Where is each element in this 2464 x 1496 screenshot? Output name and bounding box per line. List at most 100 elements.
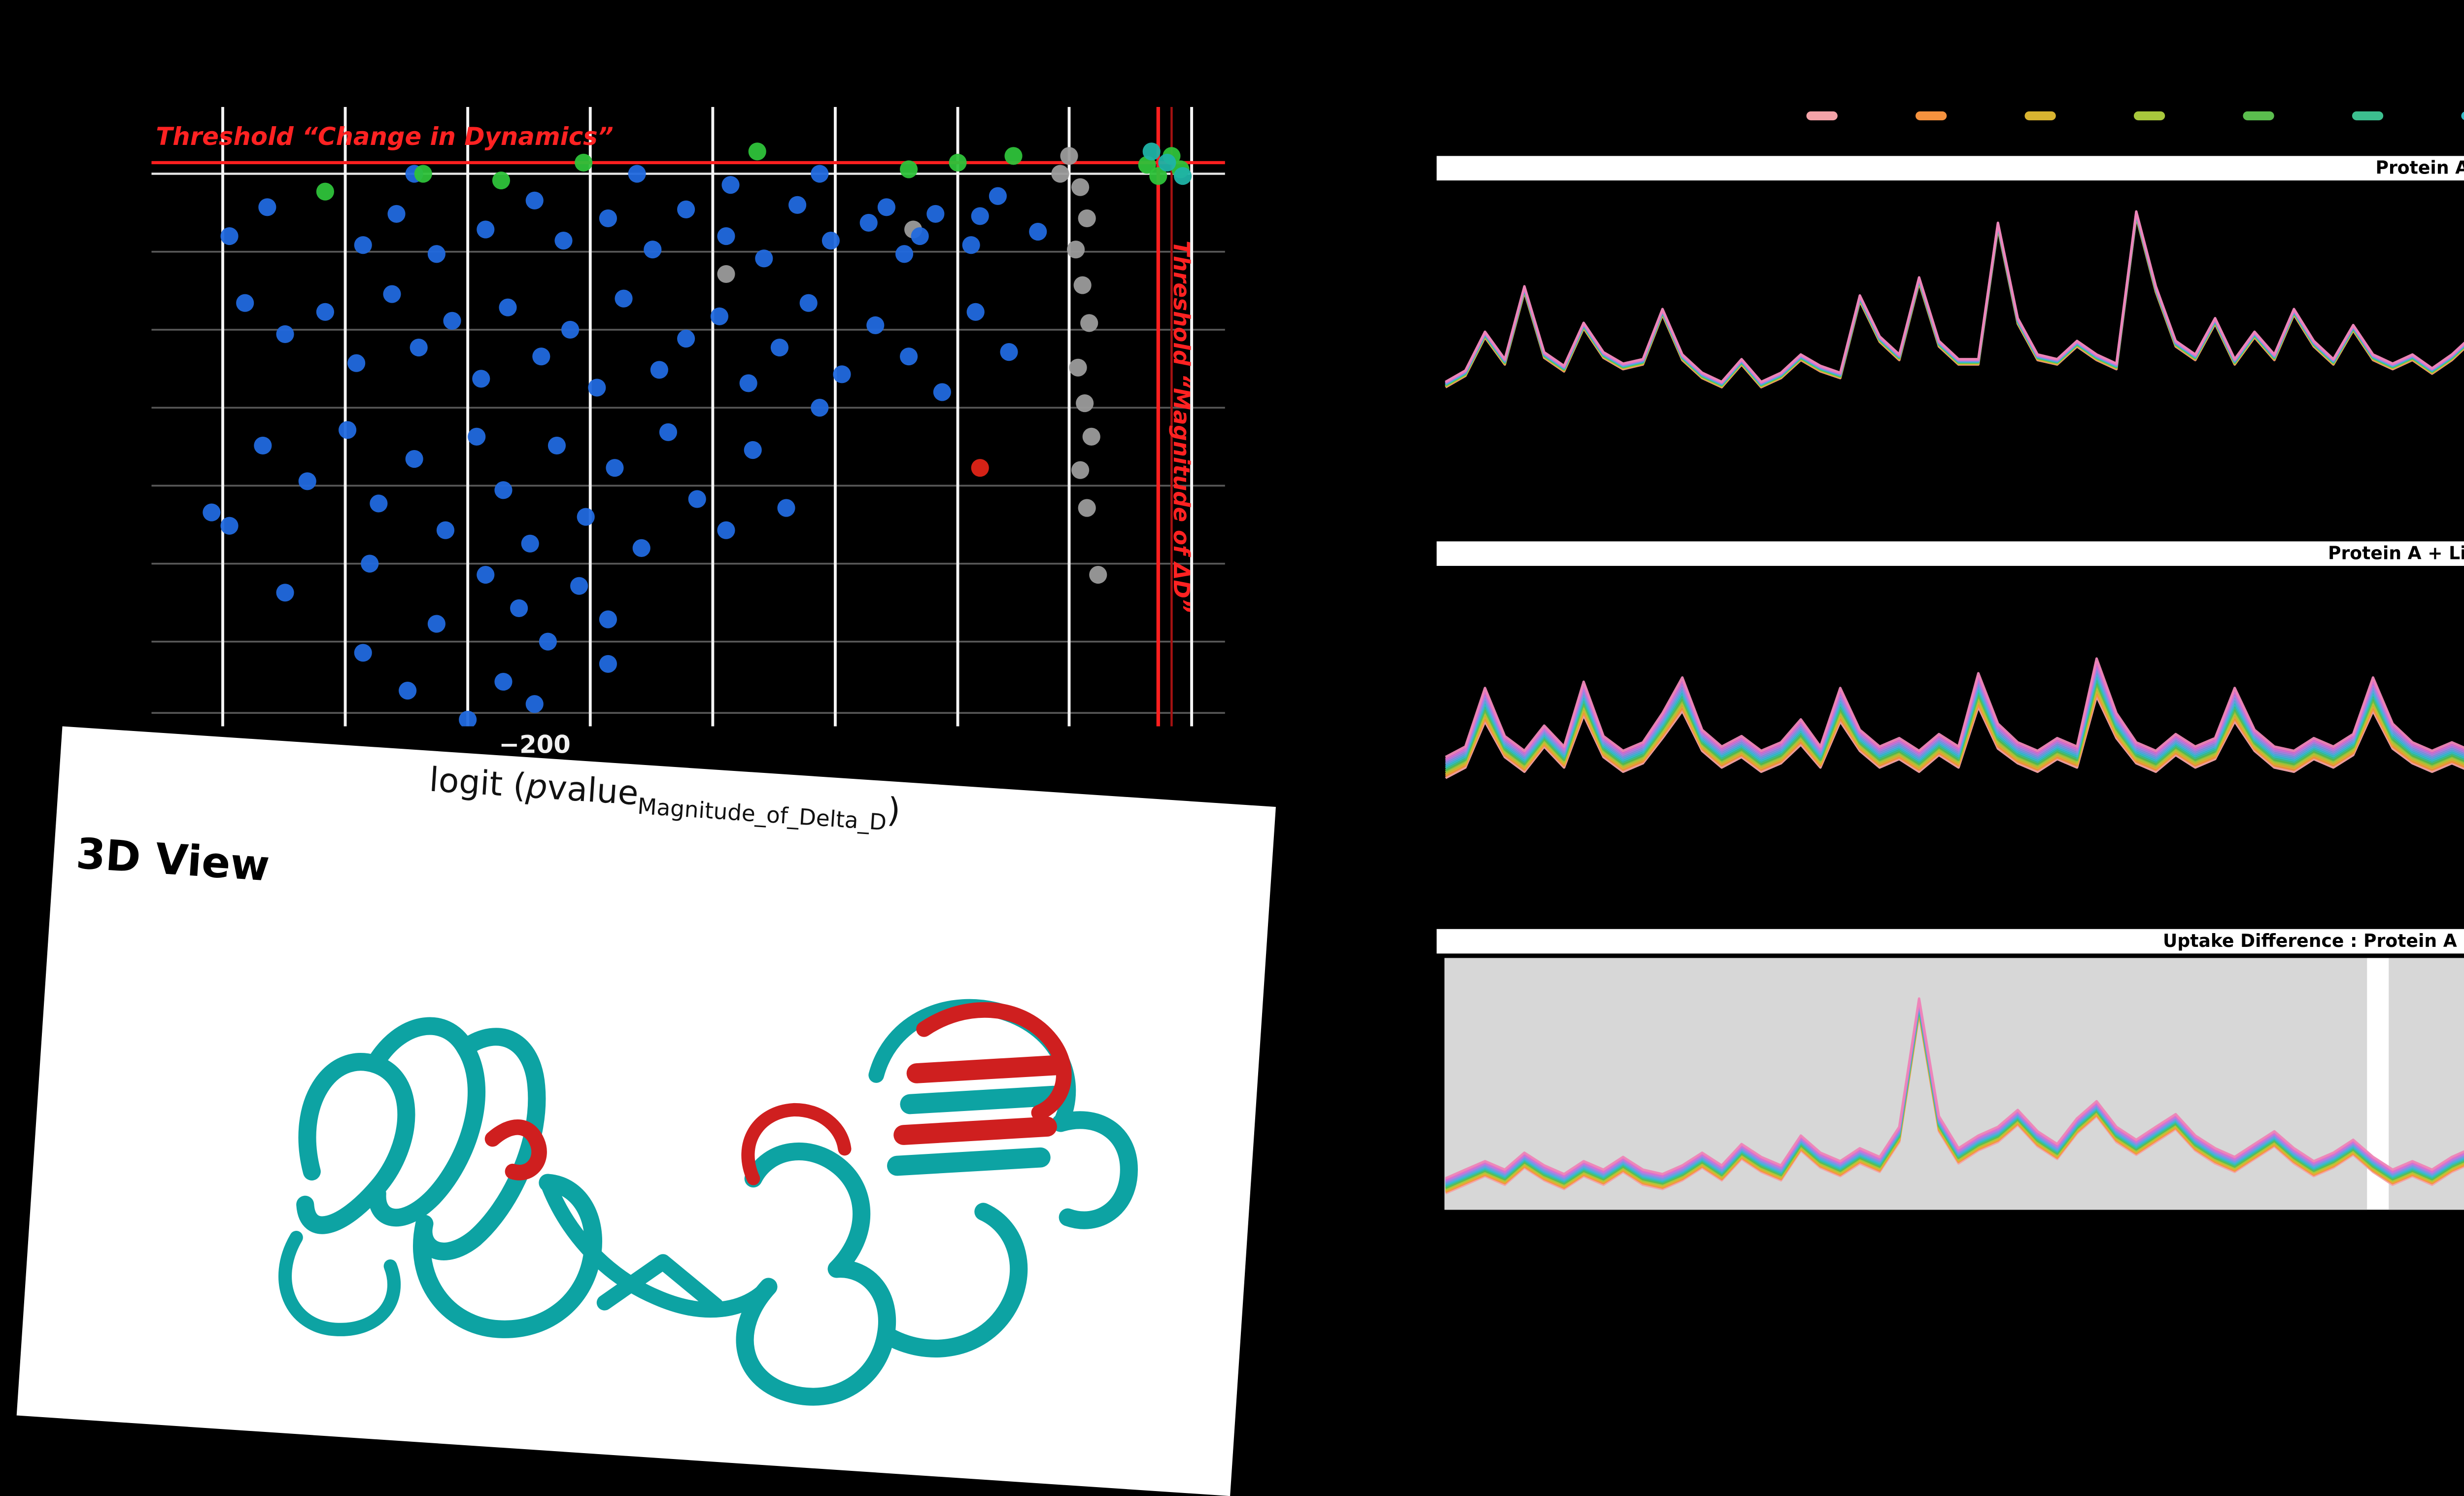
uptake-line xyxy=(1445,671,2464,766)
blue-scatter-point xyxy=(236,294,254,312)
volcano-scatter[interactable] xyxy=(151,106,1225,727)
uptake-line xyxy=(1445,661,2464,761)
green-scatter-point xyxy=(316,182,334,201)
blue-scatter-point xyxy=(1000,343,1018,361)
gray-scatter-point xyxy=(1078,209,1096,228)
blue-scatter-point xyxy=(427,245,445,263)
blue-scatter-point xyxy=(744,441,762,459)
blue-scatter-point xyxy=(427,615,445,633)
blue-scatter-point xyxy=(354,236,372,254)
green-scatter-point xyxy=(899,160,918,178)
uptake-line xyxy=(1445,999,2464,1181)
blue-scatter-point xyxy=(926,205,945,223)
uptake-line xyxy=(1445,1010,2464,1193)
blue-scatter-point xyxy=(717,521,735,539)
blue-scatter-point xyxy=(339,421,357,439)
blue-scatter-point xyxy=(770,339,789,357)
teal-scatter-point xyxy=(1173,167,1192,185)
x-axis-label: logit (pvalueMagnitude_of_Delta_D) xyxy=(428,760,902,837)
blue-scatter-point xyxy=(347,354,366,372)
blue-scatter-point xyxy=(203,503,221,522)
gray-scatter-point xyxy=(1071,178,1090,196)
blue-scatter-point xyxy=(859,213,878,232)
uptake-chart-protein-a[interactable] xyxy=(1437,180,2464,515)
axis-label-p: p xyxy=(524,766,549,808)
blue-scatter-point xyxy=(721,176,740,194)
uptake-chart-protein-a-ligand[interactable] xyxy=(1437,566,2464,916)
legend-swatch[interactable] xyxy=(1916,111,1947,119)
green-scatter-point xyxy=(414,165,432,183)
gray-scatter-point xyxy=(1076,394,1094,413)
blue-scatter-point xyxy=(777,499,795,517)
blue-scatter-point xyxy=(577,508,595,526)
blue-scatter-point xyxy=(966,303,985,321)
3d-view-panel[interactable]: logit (pvalueMagnitude_of_Delta_D) 3D Vi… xyxy=(16,726,1276,1496)
blue-scatter-point xyxy=(599,610,617,628)
gray-scatter-point xyxy=(1069,358,1087,377)
green-scatter-point xyxy=(492,172,511,190)
axis-label-value: value xyxy=(546,767,640,814)
green-scatter-point xyxy=(1004,147,1023,165)
threshold-magnitude-label: Threshold “Magnitude of ΔD” xyxy=(1167,241,1192,613)
blue-scatter-point xyxy=(833,365,851,383)
protein-ribbon-teal xyxy=(278,999,1138,1406)
3d-view-title: 3D View xyxy=(74,830,271,892)
blue-scatter-point xyxy=(468,427,486,446)
uptake-line xyxy=(1445,692,2464,777)
uptake-difference-chart[interactable] xyxy=(1437,953,2464,1214)
gray-scatter-point xyxy=(1060,147,1078,165)
blue-scatter-point xyxy=(606,459,624,477)
blue-scatter-point xyxy=(989,187,1007,205)
blue-scatter-point xyxy=(499,298,517,316)
blue-scatter-point xyxy=(632,539,650,557)
blue-scatter-point xyxy=(383,285,401,303)
blue-scatter-point xyxy=(276,325,294,344)
blue-scatter-point xyxy=(599,209,617,228)
legend-swatch[interactable] xyxy=(2352,111,2384,119)
blue-scatter-point xyxy=(525,191,544,209)
gray-scatter-point xyxy=(1082,427,1100,446)
blue-scatter-point xyxy=(570,577,588,595)
blue-scatter-point xyxy=(710,307,728,325)
chart-title-bar-protein-a-ligand: Protein A + Ligand xyxy=(1437,541,2464,566)
gray-scatter-point xyxy=(1051,165,1069,183)
blue-scatter-point xyxy=(354,644,372,662)
blue-scatter-point xyxy=(588,379,606,397)
blue-scatter-point xyxy=(477,566,495,584)
blue-scatter-point xyxy=(811,399,829,417)
legend-swatch[interactable] xyxy=(1806,111,1838,119)
uptake-line xyxy=(1445,997,2464,1180)
blue-scatter-point xyxy=(316,303,334,321)
blue-scatter-point xyxy=(370,494,388,513)
volcano-plot[interactable] xyxy=(151,106,1225,727)
uptake-line xyxy=(1445,685,2464,773)
blue-scatter-point xyxy=(644,241,662,259)
blue-scatter-point xyxy=(361,555,379,573)
blue-scatter-point xyxy=(459,710,477,727)
timepoint-legend xyxy=(1437,111,2464,119)
blue-scatter-point xyxy=(877,198,895,216)
chart-title: Uptake Difference : Protein A - (Protein… xyxy=(2163,931,2464,951)
protein-ribbon[interactable] xyxy=(141,895,1197,1463)
blue-scatter-point xyxy=(220,517,239,535)
blue-scatter-point xyxy=(405,450,423,468)
blue-scatter-point xyxy=(899,348,918,366)
green-scatter-point xyxy=(949,153,967,172)
blue-scatter-point xyxy=(755,249,773,268)
uptake-line xyxy=(1445,1012,2464,1195)
blue-scatter-point xyxy=(739,374,757,392)
blue-scatter-point xyxy=(677,200,695,218)
blue-scatter-point xyxy=(677,329,695,348)
legend-swatch[interactable] xyxy=(2133,111,2165,119)
blue-scatter-point xyxy=(717,227,735,245)
uptake-line xyxy=(1445,210,2464,383)
legend-swatch[interactable] xyxy=(2024,111,2056,119)
legend-swatch[interactable] xyxy=(2461,111,2464,119)
blue-scatter-point xyxy=(477,220,495,239)
blue-scatter-point xyxy=(410,339,428,357)
blue-scatter-point xyxy=(911,227,929,245)
uptake-line xyxy=(1445,215,2464,389)
blue-scatter-point xyxy=(1029,222,1047,241)
legend-swatch[interactable] xyxy=(2243,111,2274,119)
gray-scatter-point xyxy=(717,265,735,283)
